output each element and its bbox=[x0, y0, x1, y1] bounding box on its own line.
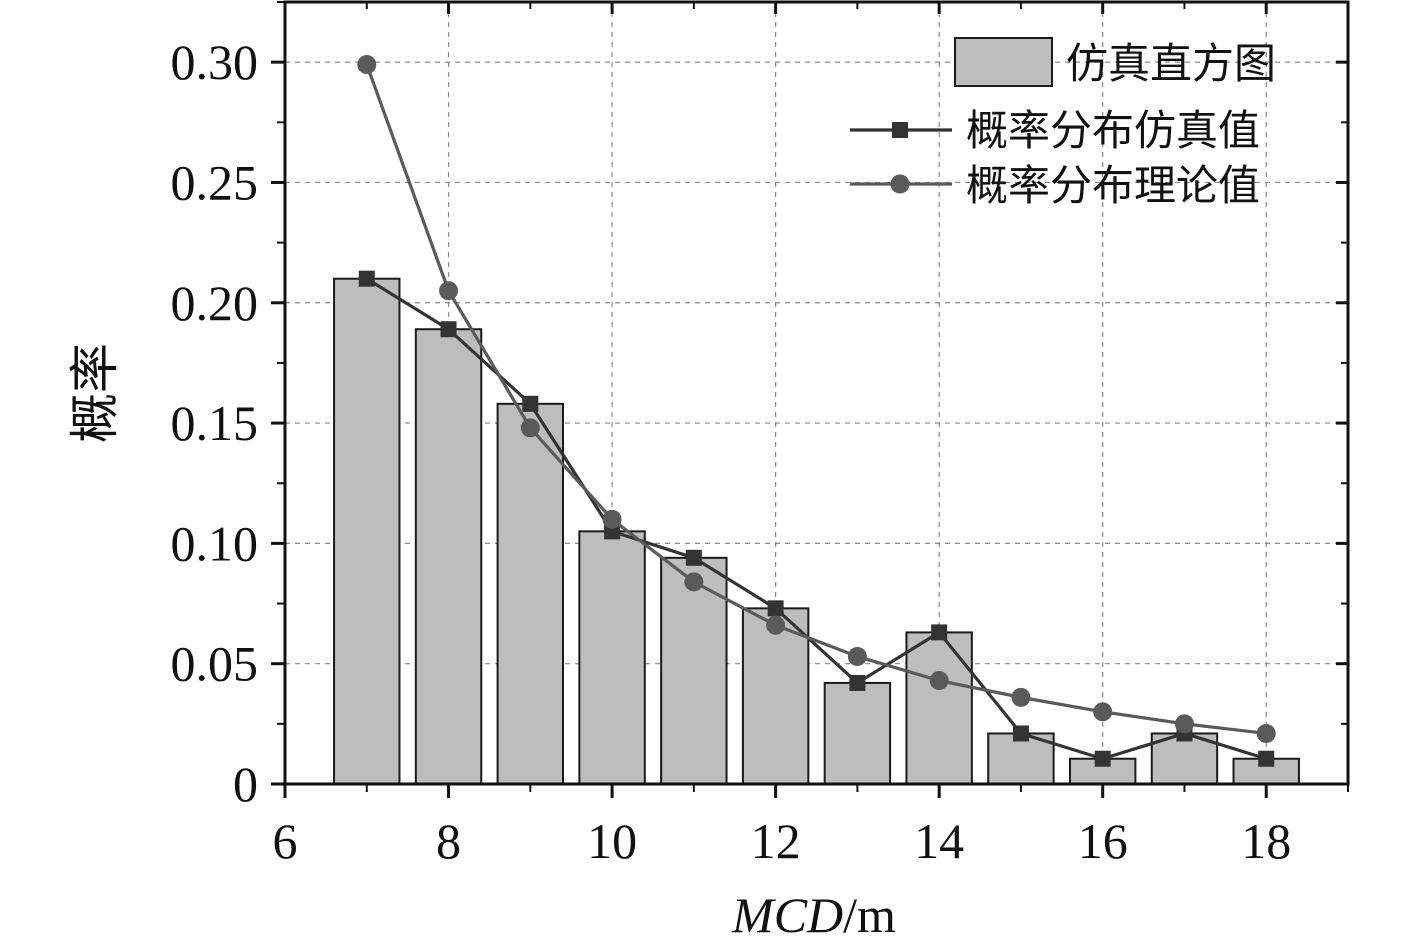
data-point bbox=[522, 395, 539, 412]
y-tick-label: 0.20 bbox=[171, 275, 259, 331]
bar bbox=[414, 328, 483, 785]
series-line bbox=[365, 277, 1267, 761]
y-tick-label: 0 bbox=[233, 756, 258, 812]
plot-frame bbox=[283, 0, 1350, 786]
data-point bbox=[684, 572, 704, 592]
bar bbox=[333, 277, 401, 785]
x-axis-label-unit: /m bbox=[843, 887, 896, 943]
x-tick-label: 8 bbox=[436, 813, 461, 869]
data-point bbox=[1093, 702, 1113, 722]
y-tick-label: 0.15 bbox=[171, 395, 259, 451]
data-point bbox=[358, 270, 375, 287]
data-point bbox=[766, 615, 786, 635]
tick-labels: 6 8 10 12 14 16 18 0 0.05 0.10 0.15 0.20 0.25 0.30 bbox=[171, 34, 1292, 869]
data-point bbox=[1174, 714, 1194, 734]
data-point bbox=[1012, 725, 1029, 742]
series-lines bbox=[357, 55, 1276, 767]
x-tick-label: 12 bbox=[751, 813, 801, 869]
data-point bbox=[767, 600, 784, 617]
bar bbox=[741, 607, 810, 785]
data-point bbox=[440, 321, 457, 338]
data-point bbox=[931, 624, 948, 641]
x-axis-label: MCD/m bbox=[731, 887, 896, 943]
data-point bbox=[847, 646, 867, 666]
data-point bbox=[520, 418, 540, 438]
y-tick-label: 0.30 bbox=[171, 34, 259, 90]
y-tick-label: 0.25 bbox=[171, 154, 259, 210]
y-tick-label: 0.10 bbox=[171, 515, 259, 571]
data-point bbox=[929, 671, 949, 691]
x-axis-label-italic: MCD bbox=[731, 887, 843, 943]
data-point bbox=[439, 281, 459, 301]
data-point bbox=[1094, 750, 1111, 767]
bar bbox=[578, 530, 646, 785]
bar bbox=[496, 402, 565, 785]
data-point bbox=[1256, 723, 1276, 743]
data-point bbox=[685, 549, 702, 566]
x-tick-label: 16 bbox=[1078, 813, 1128, 869]
y-axis-label: 概率 bbox=[67, 343, 123, 443]
legend-label-bar: 仿真直方图 bbox=[1066, 39, 1276, 88]
axes bbox=[271, 0, 1350, 798]
x-tick-label: 14 bbox=[914, 813, 964, 869]
legend-label-sim: 概率分布仿真值 bbox=[966, 106, 1260, 155]
data-point bbox=[849, 674, 866, 691]
bar bbox=[660, 556, 728, 785]
bar bbox=[905, 631, 973, 785]
grid bbox=[285, 2, 1348, 784]
data-point bbox=[1011, 687, 1031, 707]
series-line bbox=[365, 64, 1267, 736]
data-point bbox=[357, 55, 377, 75]
x-tick-label: 10 bbox=[587, 813, 637, 869]
x-tick-label: 6 bbox=[273, 813, 298, 869]
x-tick-label: 18 bbox=[1241, 813, 1291, 869]
legend-label-theory: 概率分布理论值 bbox=[966, 161, 1260, 210]
data-point bbox=[1258, 750, 1275, 767]
data-point bbox=[602, 509, 622, 529]
legend-swatch-bar bbox=[954, 37, 1053, 87]
bars bbox=[333, 277, 1300, 786]
legend-marker-theory bbox=[890, 174, 910, 194]
y-tick-label: 0.05 bbox=[171, 636, 259, 692]
legend-marker-sim bbox=[892, 122, 908, 138]
bar bbox=[823, 681, 892, 785]
